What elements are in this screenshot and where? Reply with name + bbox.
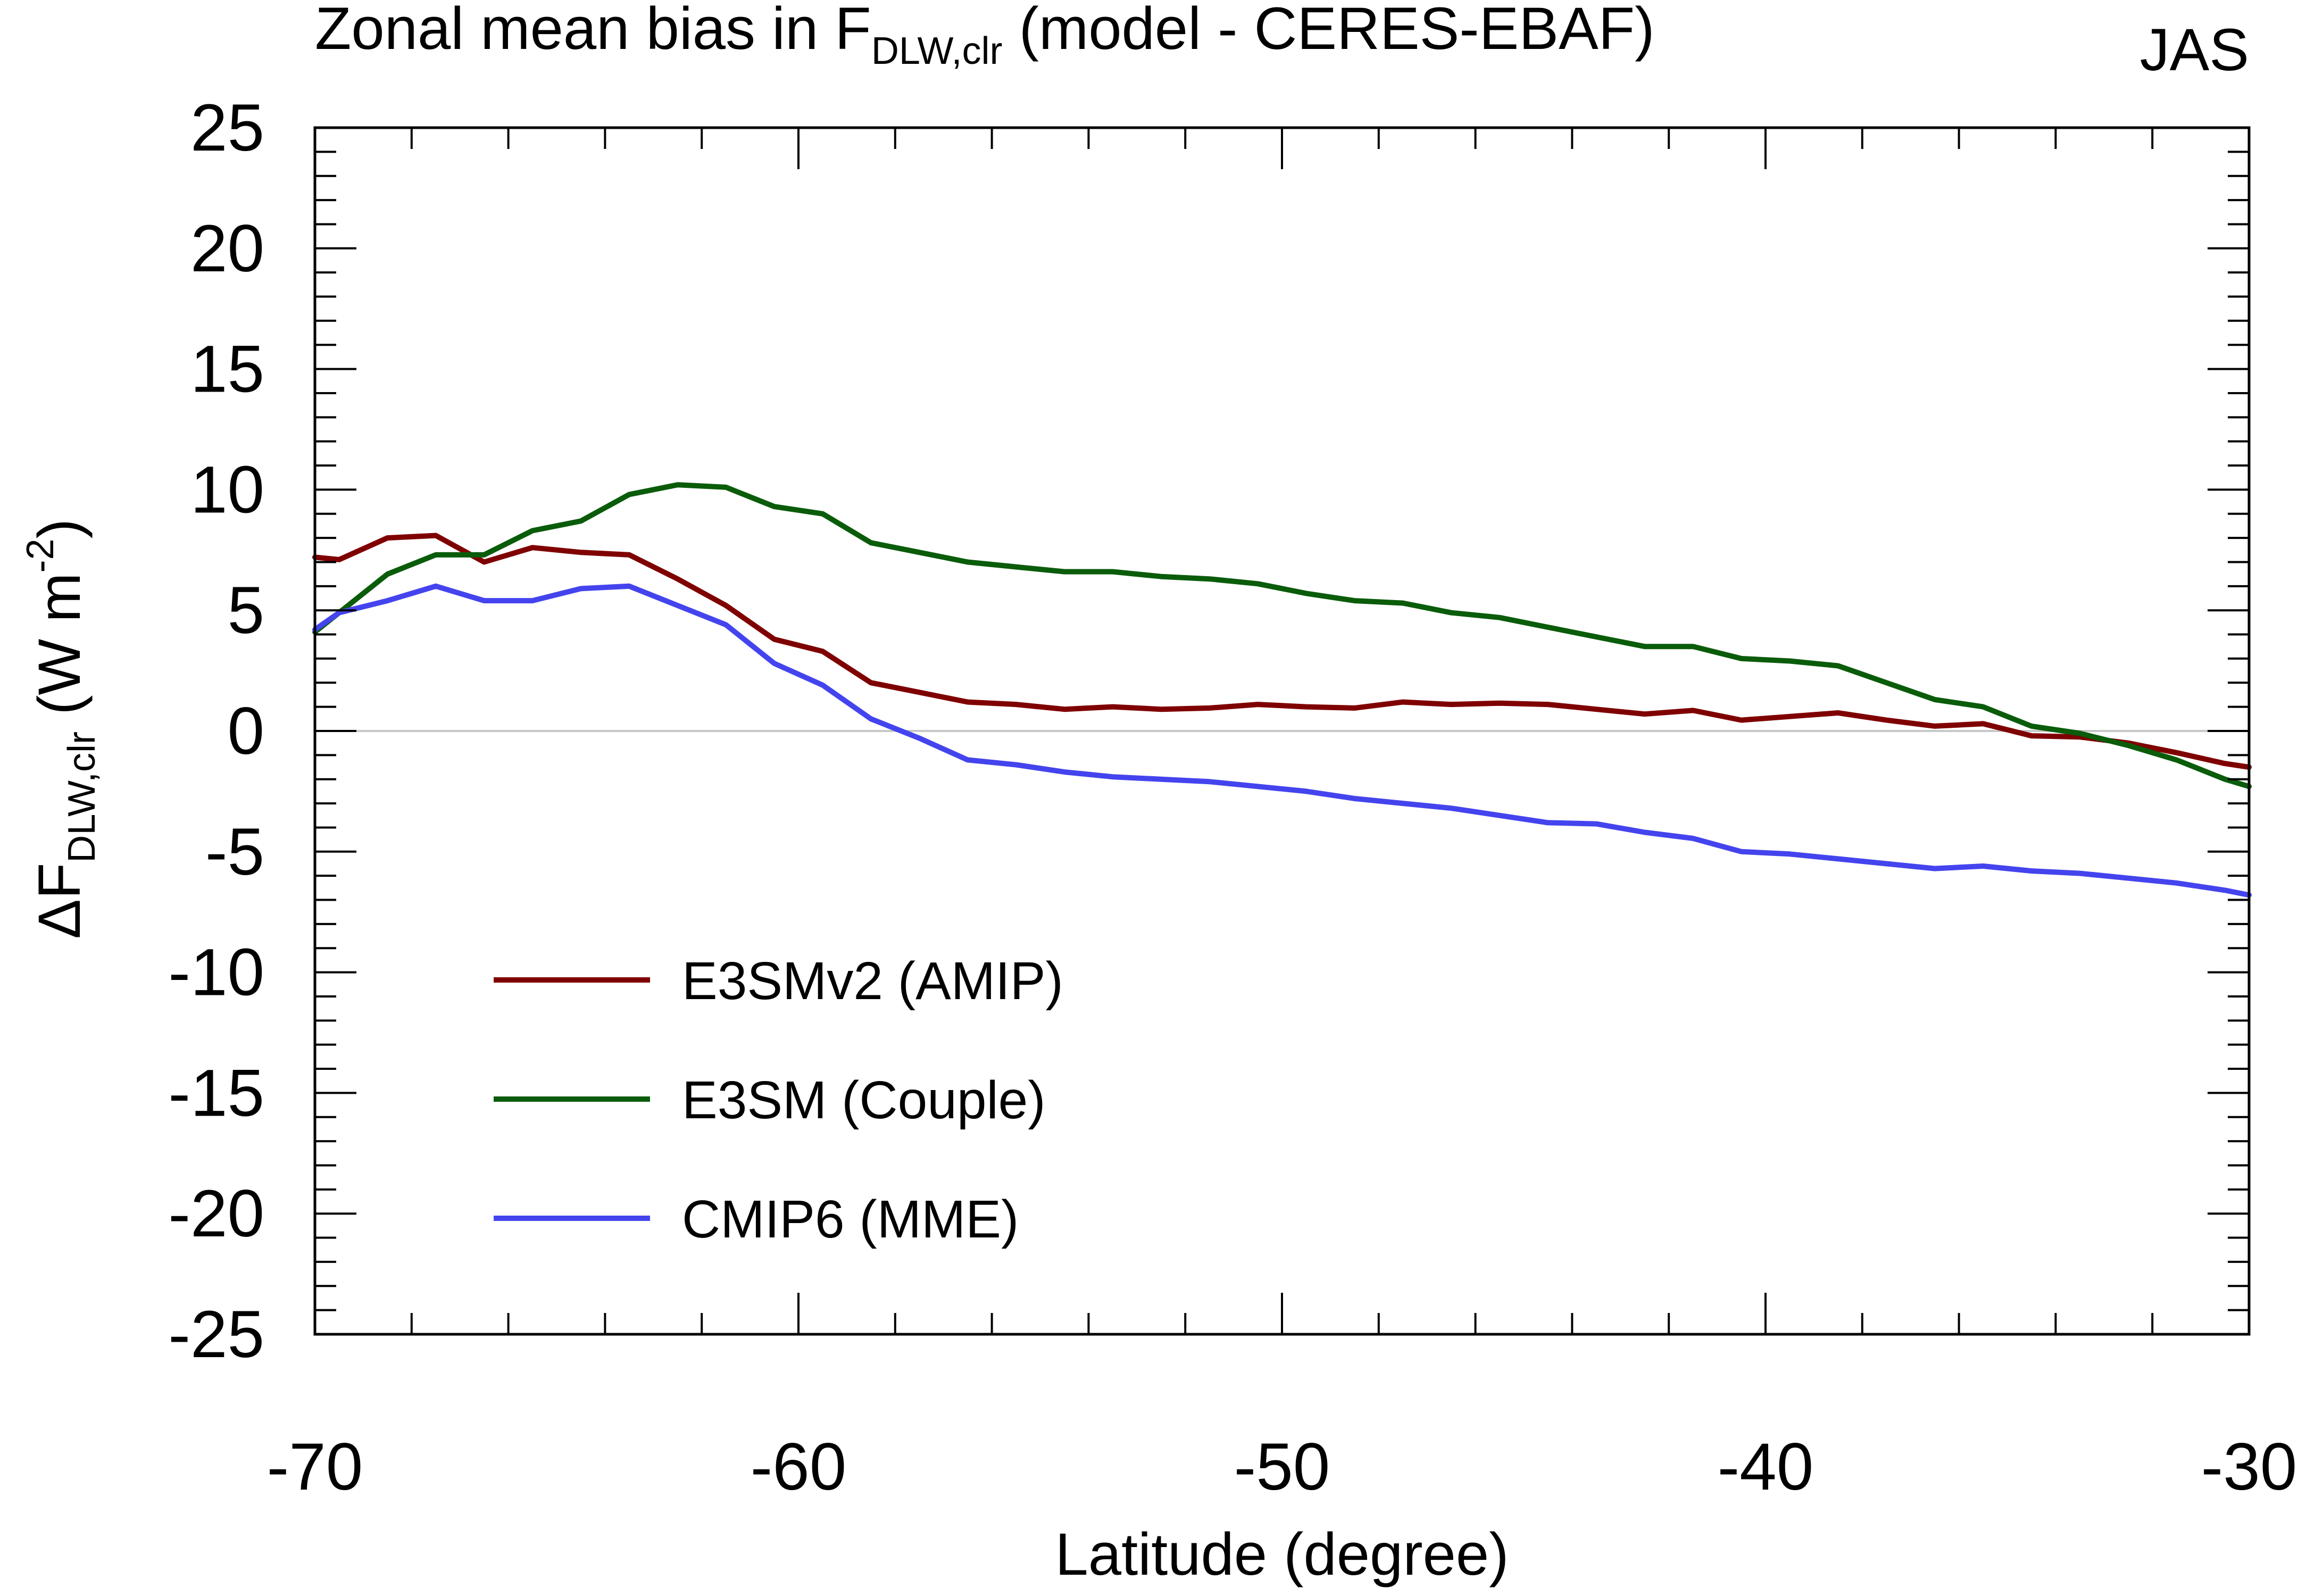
y-axis-title-superscript: -2 xyxy=(19,538,62,572)
y-tick-label: -15 xyxy=(168,1056,264,1130)
chart-title: Zonal mean bias in FDLW,clr (model - CER… xyxy=(315,0,1654,72)
legend-label-2: CMIP6 (MME) xyxy=(682,1190,1019,1249)
series-line-0 xyxy=(312,533,2252,770)
legend-label-1: E3SM (Couple) xyxy=(682,1070,1046,1130)
legend: E3SMv2 (AMIP) E3SM (Couple) CMIP6 (MME) xyxy=(494,951,1063,1249)
x-tick-label: -30 xyxy=(2201,1430,2297,1504)
y-axis-title-suffix: ) xyxy=(26,519,93,538)
y-axis-title-units: (W m xyxy=(26,572,93,732)
season-label: JAS xyxy=(2140,16,2249,83)
y-tick-layer: 25 20 15 10 5 0 -5 -10 -15 -20 -25 xyxy=(168,91,2249,1371)
y-tick-label: 5 xyxy=(227,573,264,647)
y-tick-label: 20 xyxy=(190,212,264,286)
y-axis-title-subscript: DLW,clr xyxy=(61,732,103,863)
y-axis-title: ΔFDLW,clr (W m-2) xyxy=(19,519,103,939)
y-axis-title-main: ΔF xyxy=(26,863,93,939)
x-tick-label: -60 xyxy=(751,1430,847,1504)
y-tick-label: 10 xyxy=(190,453,264,527)
series-line-1 xyxy=(312,482,2252,789)
y-tick-label: -10 xyxy=(168,936,264,1010)
y-tick-label: 25 xyxy=(190,91,264,165)
chart-title-subscript: DLW,clr xyxy=(871,30,1003,72)
chart-title-suffix: (model - CERES-EBAF) xyxy=(1003,0,1655,62)
y-tick-label: 0 xyxy=(227,694,264,768)
y-tick-label: -5 xyxy=(205,815,264,889)
x-axis-title: Latitude (degree) xyxy=(1055,1521,1509,1587)
y-tick-label: -20 xyxy=(168,1177,264,1251)
legend-label-0: E3SMv2 (AMIP) xyxy=(682,951,1063,1011)
chart-title-main: Zonal mean bias in F xyxy=(315,0,871,62)
x-tick-label: -40 xyxy=(1718,1430,1814,1504)
y-tick-label: -25 xyxy=(168,1298,264,1371)
y-tick-label: 15 xyxy=(190,332,264,406)
series-line-2 xyxy=(312,583,2252,898)
series-layer xyxy=(312,482,2252,898)
x-tick-label: -70 xyxy=(267,1430,363,1504)
x-tick-layer: -70 -60 -50 -40 -30 xyxy=(267,128,2297,1504)
x-tick-label: -50 xyxy=(1234,1430,1330,1504)
